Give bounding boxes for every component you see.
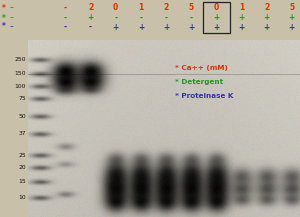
- Text: 1: 1: [239, 3, 244, 13]
- Text: +: +: [213, 23, 220, 31]
- Text: +: +: [238, 13, 244, 23]
- Text: +: +: [138, 23, 144, 31]
- Text: -: -: [64, 23, 67, 31]
- Text: 2: 2: [164, 3, 169, 13]
- Text: +: +: [238, 23, 244, 31]
- Text: *: *: [2, 13, 6, 23]
- Text: -: -: [64, 13, 67, 23]
- Text: 150: 150: [14, 71, 26, 76]
- Text: 20: 20: [18, 165, 26, 170]
- Text: 0: 0: [214, 3, 219, 13]
- Text: +: +: [112, 23, 119, 31]
- Text: 5: 5: [289, 3, 294, 13]
- Text: -: -: [114, 13, 117, 23]
- Text: 75: 75: [18, 96, 26, 101]
- Text: 25: 25: [18, 153, 26, 158]
- Text: +: +: [289, 23, 295, 31]
- Text: –: –: [10, 3, 14, 13]
- Text: –: –: [10, 23, 14, 31]
- Text: 2: 2: [88, 3, 93, 13]
- Text: +: +: [264, 13, 270, 23]
- Text: * Detergent: * Detergent: [175, 79, 223, 85]
- Text: 1: 1: [138, 3, 143, 13]
- Text: 0: 0: [113, 3, 118, 13]
- Text: 250: 250: [14, 57, 26, 62]
- Text: +: +: [213, 13, 220, 23]
- Text: 2: 2: [264, 3, 269, 13]
- Text: -: -: [164, 13, 168, 23]
- Text: -: -: [89, 23, 92, 31]
- Bar: [202, 2, 230, 33]
- Text: -: -: [139, 13, 142, 23]
- Text: 15: 15: [18, 179, 26, 184]
- Text: *: *: [2, 23, 6, 31]
- Text: * Ca++ (mM): * Ca++ (mM): [175, 65, 228, 71]
- Text: 10: 10: [18, 195, 26, 200]
- Text: -: -: [64, 3, 67, 13]
- Text: +: +: [289, 13, 295, 23]
- Text: * Proteinase K: * Proteinase K: [175, 93, 233, 99]
- Text: 5: 5: [189, 3, 194, 13]
- Text: 37: 37: [18, 131, 26, 136]
- Text: +: +: [87, 13, 94, 23]
- Text: +: +: [188, 23, 194, 31]
- Text: 100: 100: [15, 84, 26, 89]
- Text: -: -: [190, 13, 193, 23]
- Text: 50: 50: [18, 114, 26, 119]
- Text: +: +: [264, 23, 270, 31]
- Text: *: *: [2, 3, 6, 13]
- Text: +: +: [163, 23, 169, 31]
- Text: –: –: [10, 13, 14, 23]
